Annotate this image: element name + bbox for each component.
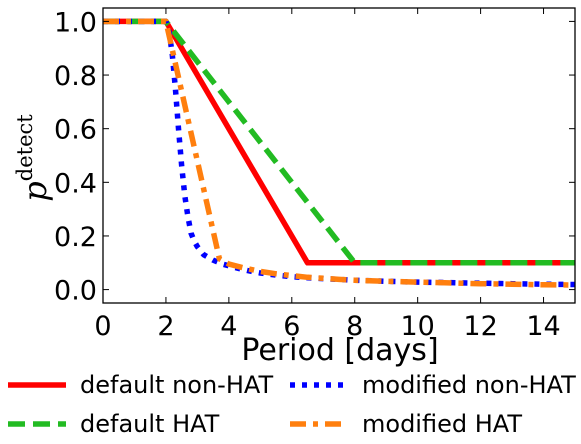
plot-frame [102, 7, 576, 304]
legend-item-1: default HAT [8, 410, 220, 438]
x-tick-label: 2 [157, 311, 174, 342]
y-tick-label: 1.0 [54, 7, 97, 38]
y-axis-title-superscript: detect [13, 114, 37, 181]
x-tick-label: 10 [400, 311, 434, 342]
x-tick-label: 6 [283, 311, 300, 342]
series-line-3 [103, 18, 576, 288]
x-tick-label: 14 [526, 311, 560, 342]
series-line-1 [103, 18, 575, 266]
legend-item-2: modified non-HAT [290, 371, 576, 399]
y-tick-label: 0.0 [54, 276, 97, 307]
y-axis-title: pdetect [13, 114, 54, 202]
y-tick-label: 0.6 [54, 115, 97, 146]
legend-item-0: default non-HAT [8, 371, 273, 399]
y-tick-label: 0.4 [54, 168, 97, 199]
series-layer [103, 18, 576, 288]
legend-label-3: modified HAT [362, 410, 522, 438]
legend-item-3: modified HAT [290, 410, 522, 438]
legend-label-1: default HAT [80, 410, 220, 438]
legend-label-2: modified non-HAT [362, 371, 576, 399]
ticks-layer: 0 2 4 6 8 10 12 14 0.0 0.2 0.4 0.6 0.8 1.0 [54, 7, 575, 342]
x-tick-label: 12 [463, 311, 497, 342]
y-tick-label: 0.2 [54, 222, 97, 253]
x-tick-label: 0 [94, 311, 111, 342]
legend: default non-HAT default HAT modified non-H… [8, 371, 576, 438]
x-tick-label: 4 [220, 311, 237, 342]
x-tick-label: 8 [346, 311, 363, 342]
series-line-2 [103, 18, 576, 288]
y-axis-title-base: p [16, 181, 54, 201]
legend-label-0: default non-HAT [80, 371, 273, 399]
x-axis-title: Period [days] [241, 333, 438, 368]
y-tick-label: 0.8 [54, 61, 97, 92]
